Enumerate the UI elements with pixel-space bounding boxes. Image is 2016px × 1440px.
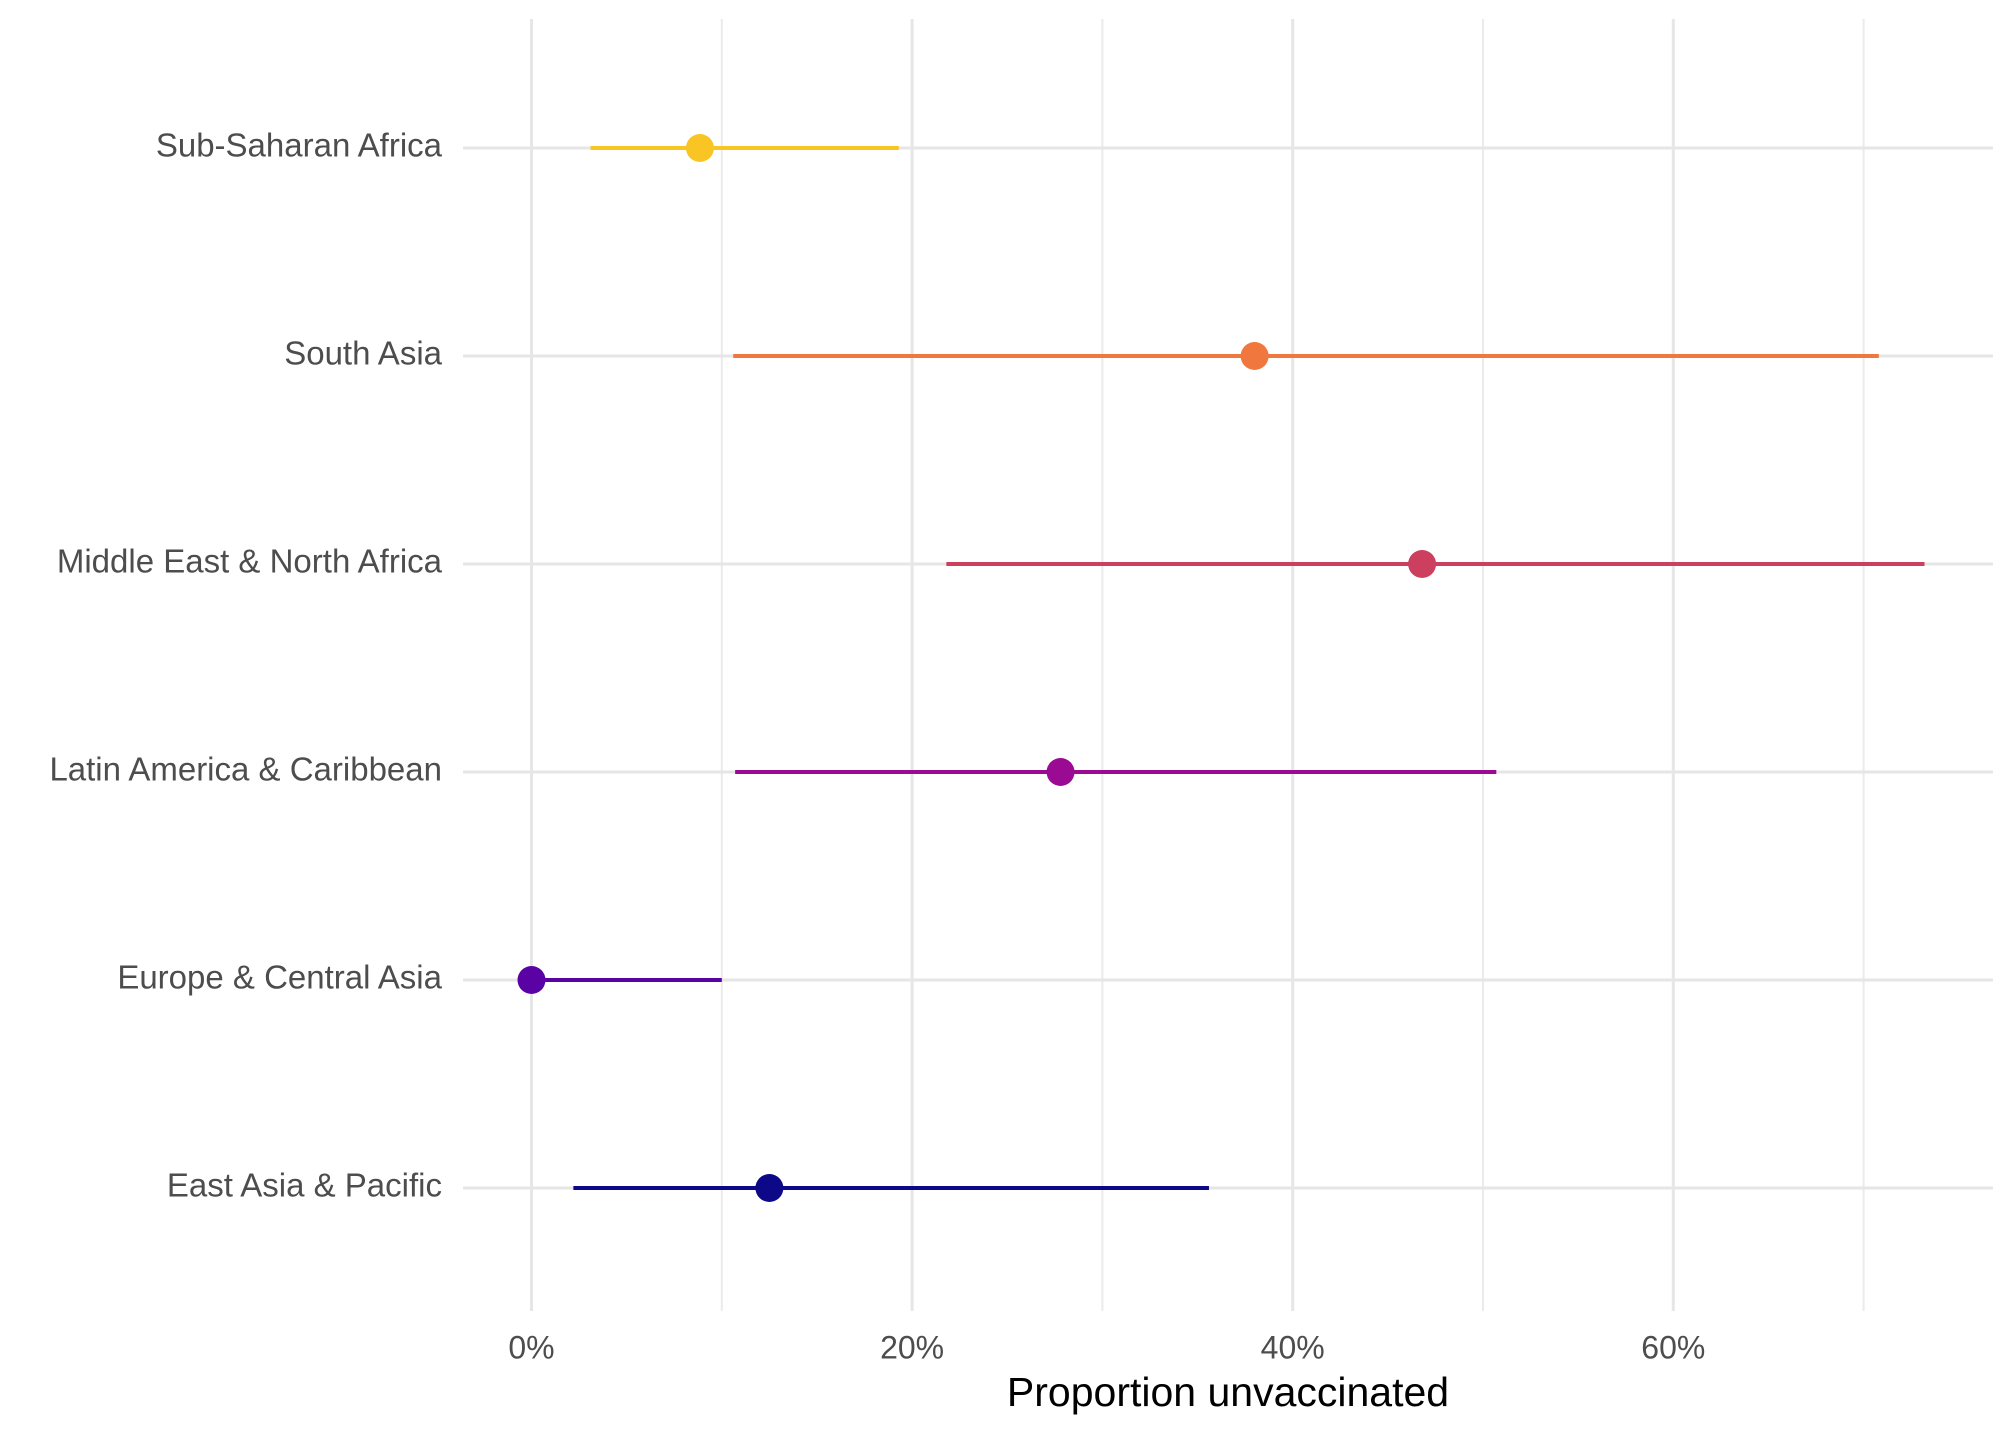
x-tick-label: 60% (1641, 1329, 1705, 1365)
point (685, 134, 714, 162)
point (755, 1174, 784, 1202)
x-axis-title: Proportion unvaccinated (1007, 1369, 1449, 1415)
x-tick-label: 20% (880, 1329, 944, 1365)
y-tick-label: Latin America & Caribbean (49, 751, 442, 788)
y-tick-label: South Asia (284, 335, 442, 372)
x-tick-label: 0% (508, 1329, 554, 1365)
y-tick-label: Sub-Saharan Africa (156, 127, 443, 164)
point (1046, 758, 1075, 786)
point (1408, 550, 1437, 578)
y-tick-label: Middle East & North Africa (57, 543, 443, 580)
point (1240, 342, 1269, 370)
y-tick-label: East Asia & Pacific (167, 1167, 442, 1204)
x-tick-label: 40% (1261, 1329, 1325, 1365)
y-tick-label: Europe & Central Asia (117, 959, 442, 996)
point (517, 966, 546, 994)
